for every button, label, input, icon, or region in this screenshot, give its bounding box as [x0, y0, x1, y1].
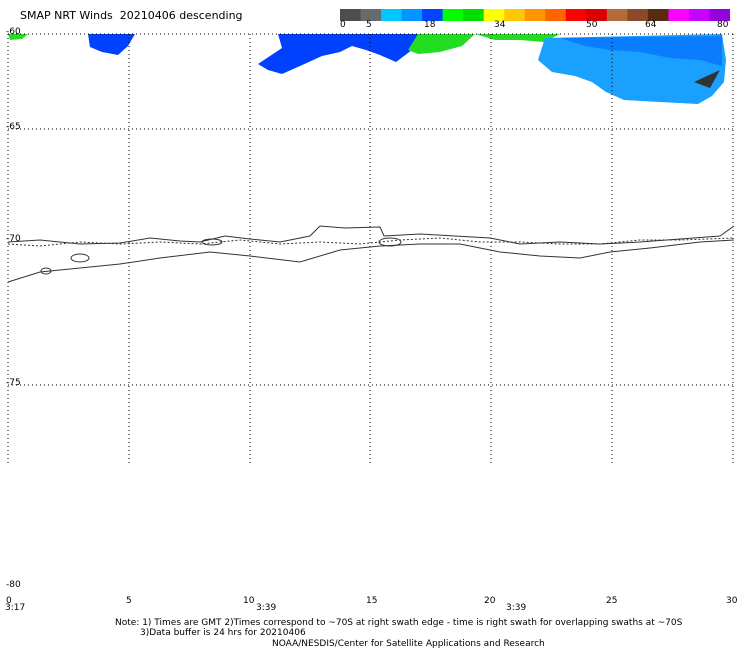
- colorbar-swatch: [401, 9, 423, 21]
- colorbar-swatch: [442, 9, 464, 21]
- coastline: [7, 225, 735, 283]
- colorbar-swatch: [524, 9, 546, 21]
- colorbar-swatch: [504, 9, 526, 21]
- time-label-3: 3:39: [506, 603, 527, 613]
- colorbar-swatch: [606, 9, 628, 21]
- note-line-3: NOAA/NESDIS/Center for Satellite Applica…: [272, 639, 545, 649]
- wind-swath-green-right: [475, 34, 560, 42]
- colorbar-label-80: 80: [717, 20, 729, 30]
- colorbar-swatch: [422, 9, 444, 21]
- lon-label-5: 5: [126, 596, 132, 606]
- colorbar-label-50: 50: [586, 20, 598, 30]
- colorbar-label-64: 64: [645, 20, 657, 30]
- lon-label-0: 0: [6, 596, 12, 606]
- colorbar-swatch: [688, 9, 710, 21]
- colorbar-swatch: [545, 9, 567, 21]
- note-line-1: Note: 1) Times are GMT 2)Times correspon…: [115, 618, 683, 628]
- colorbar-label-34: 34: [494, 20, 506, 30]
- lon-label-15: 15: [366, 596, 378, 606]
- lon-label-20: 20: [484, 596, 496, 606]
- map-title: SMAP NRT Winds 20210406 descending: [20, 9, 243, 22]
- colorbar-swatch: [360, 9, 382, 21]
- lat-label-70: -70: [6, 234, 21, 244]
- lat-label-75: -75: [6, 378, 21, 388]
- colorbar-swatch: [709, 9, 731, 21]
- colorbar-swatches: [340, 9, 731, 21]
- lon-label-25: 25: [606, 596, 618, 606]
- colorbar-label-18: 18: [424, 20, 436, 30]
- colorbar-swatch: [565, 9, 587, 21]
- colorbar-swatch: [627, 9, 649, 21]
- colorbar-swatch: [586, 9, 608, 21]
- wind-swath-green-center: [408, 34, 475, 54]
- time-label-2: 3:39: [256, 603, 277, 613]
- wind-swath-blue-2: [258, 34, 418, 74]
- colorbar-label-0: 0: [340, 20, 346, 30]
- colorbar-swatch: [381, 9, 403, 21]
- lon-label-30: 30: [726, 596, 738, 606]
- wind-speed-colorbar: [340, 6, 731, 25]
- time-label-1: 3:17: [5, 603, 26, 613]
- wind-swath-dark-patch: [694, 70, 720, 88]
- lat-label-65: -65: [6, 122, 21, 132]
- colorbar-swatch: [463, 9, 485, 21]
- colorbar-swatch: [483, 9, 505, 21]
- colorbar-swatch: [340, 9, 362, 21]
- colorbar-swatch: [647, 9, 669, 21]
- wind-swath-green-left: [8, 34, 28, 40]
- colorbar-label-5: 5: [366, 20, 372, 30]
- wind-swath-deepblue-right: [560, 36, 722, 66]
- lon-label-10: 10: [243, 596, 255, 606]
- note-line-2: 3)Data buffer is 24 hrs for 20210406: [140, 628, 306, 638]
- lat-label-80: -80: [6, 580, 21, 590]
- colorbar-swatch: [668, 9, 690, 21]
- wind-swath-blue-1: [88, 34, 135, 55]
- lat-label-60: -60: [6, 27, 21, 37]
